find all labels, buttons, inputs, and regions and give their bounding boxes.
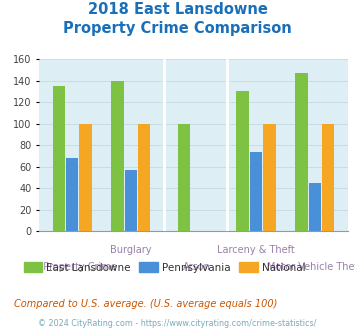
Text: Motor Vehicle Theft: Motor Vehicle Theft xyxy=(268,262,355,272)
Bar xyxy=(178,124,190,231)
Bar xyxy=(295,73,308,231)
Bar xyxy=(125,170,137,231)
Bar xyxy=(263,124,275,231)
Bar xyxy=(53,86,65,231)
Text: All Property Crime: All Property Crime xyxy=(28,262,116,272)
Text: © 2024 CityRating.com - https://www.cityrating.com/crime-statistics/: © 2024 CityRating.com - https://www.city… xyxy=(38,319,317,328)
Bar xyxy=(322,124,334,231)
Text: Compared to U.S. average. (U.S. average equals 100): Compared to U.S. average. (U.S. average … xyxy=(14,299,278,309)
Bar xyxy=(138,124,151,231)
Text: Property Crime Comparison: Property Crime Comparison xyxy=(63,21,292,36)
Text: 2018 East Lansdowne: 2018 East Lansdowne xyxy=(88,2,267,16)
Bar xyxy=(236,90,249,231)
Bar xyxy=(66,158,78,231)
Bar xyxy=(308,183,321,231)
Legend: East Lansdowne, Pennsylvania, National: East Lansdowne, Pennsylvania, National xyxy=(20,258,310,277)
Bar xyxy=(250,152,262,231)
Bar xyxy=(111,81,124,231)
Text: Larceny & Theft: Larceny & Theft xyxy=(217,245,295,255)
Bar xyxy=(79,124,92,231)
Text: Arson: Arson xyxy=(183,262,211,272)
Text: Burglary: Burglary xyxy=(110,245,152,255)
